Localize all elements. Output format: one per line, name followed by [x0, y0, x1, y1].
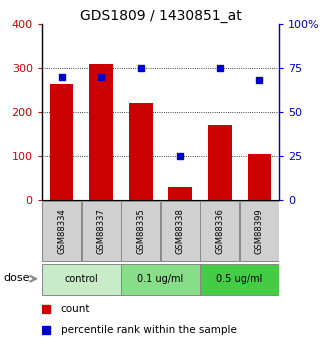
Text: GSM88338: GSM88338: [176, 208, 185, 254]
Text: GSM88336: GSM88336: [215, 208, 224, 254]
Bar: [121, 264, 200, 295]
Bar: [247, 154, 271, 200]
Bar: [121, 201, 160, 261]
Bar: [240, 201, 279, 261]
Text: GSM88399: GSM88399: [255, 208, 264, 254]
Bar: [200, 264, 279, 295]
Text: dose: dose: [3, 273, 30, 283]
Bar: [208, 125, 232, 200]
Text: 0.5 ug/ml: 0.5 ug/ml: [216, 274, 263, 284]
Text: GSM88335: GSM88335: [136, 208, 145, 254]
Text: count: count: [61, 304, 90, 314]
Bar: [82, 201, 121, 261]
Text: GSM88334: GSM88334: [57, 208, 66, 254]
Bar: [42, 201, 81, 261]
Bar: [129, 104, 152, 200]
Bar: [50, 83, 74, 200]
Bar: [169, 187, 192, 200]
Bar: [200, 201, 239, 261]
Text: percentile rank within the sample: percentile rank within the sample: [61, 325, 237, 335]
Text: GSM88337: GSM88337: [97, 208, 106, 254]
Text: 0.1 ug/ml: 0.1 ug/ml: [137, 274, 184, 284]
Bar: [161, 201, 200, 261]
Bar: [42, 264, 121, 295]
Title: GDS1809 / 1430851_at: GDS1809 / 1430851_at: [80, 9, 241, 23]
Bar: [89, 64, 113, 200]
Text: control: control: [65, 274, 98, 284]
